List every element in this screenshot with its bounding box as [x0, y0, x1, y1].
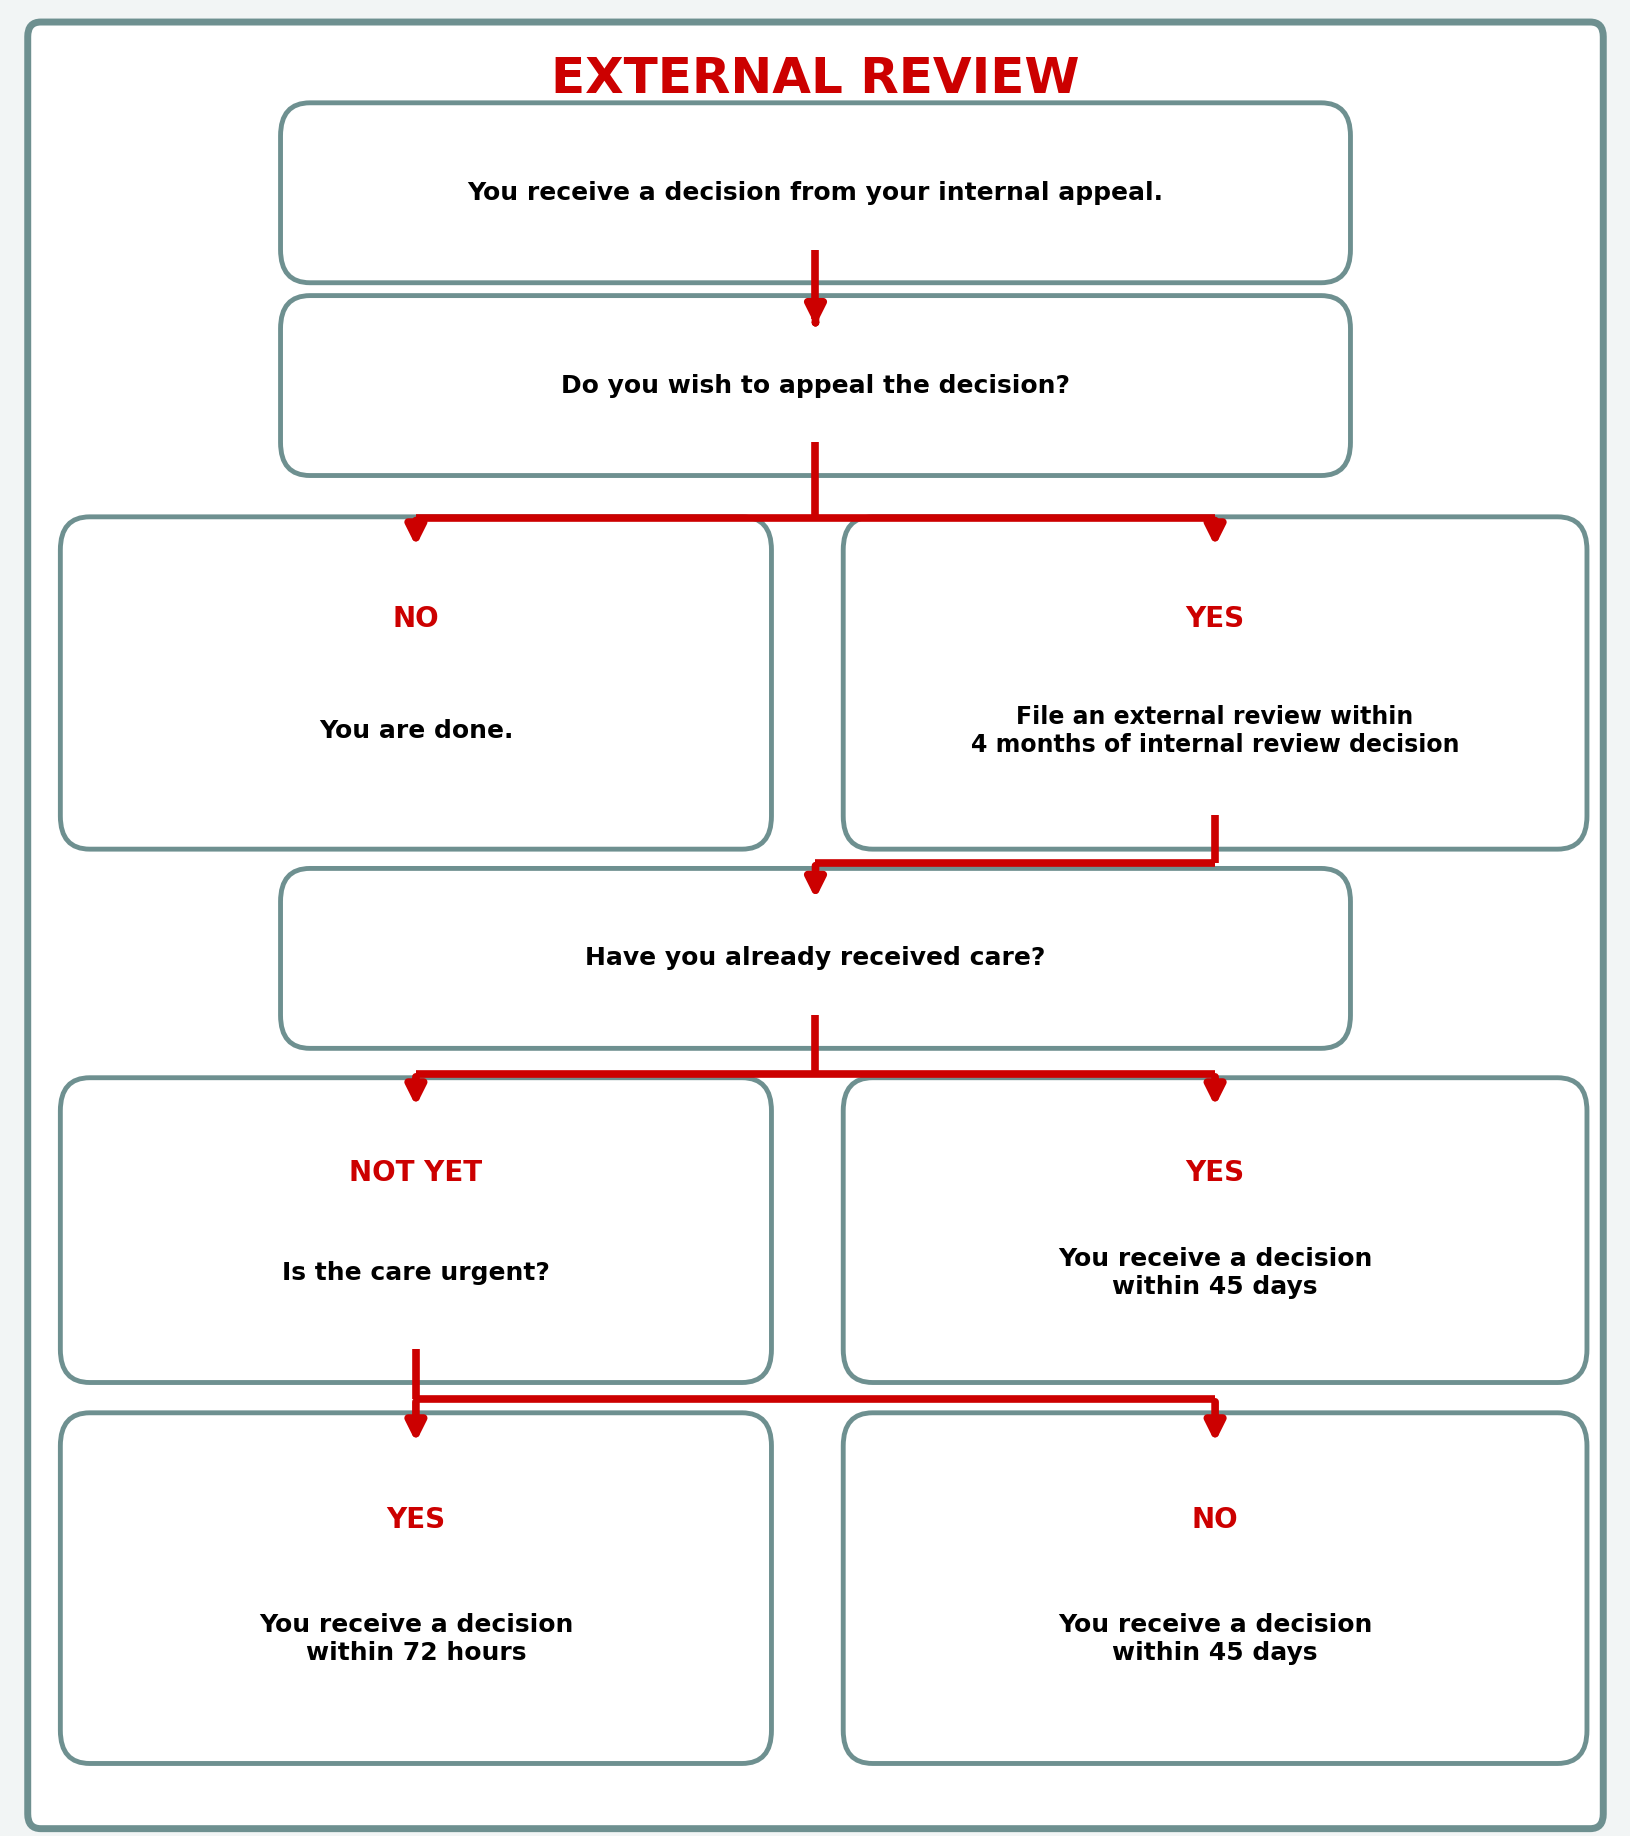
Text: File an external review within
4 months of internal review decision: File an external review within 4 months … — [970, 705, 1459, 756]
FancyBboxPatch shape — [843, 1078, 1586, 1383]
Text: Have you already received care?: Have you already received care? — [585, 946, 1045, 971]
Text: NO: NO — [393, 606, 438, 633]
Text: You receive a decision
within 45 days: You receive a decision within 45 days — [1058, 1247, 1371, 1300]
FancyBboxPatch shape — [280, 868, 1350, 1048]
FancyBboxPatch shape — [60, 1078, 771, 1383]
Text: YES: YES — [1185, 606, 1244, 633]
FancyBboxPatch shape — [843, 518, 1586, 848]
Text: Do you wish to appeal the decision?: Do you wish to appeal the decision? — [561, 373, 1069, 398]
FancyBboxPatch shape — [280, 103, 1350, 283]
Text: Is the care urgent?: Is the care urgent? — [282, 1261, 549, 1285]
Text: NO: NO — [1192, 1506, 1237, 1533]
Text: You receive a decision
within 45 days: You receive a decision within 45 days — [1058, 1614, 1371, 1665]
FancyBboxPatch shape — [843, 1414, 1586, 1763]
Text: NOT YET: NOT YET — [349, 1159, 482, 1186]
Text: You receive a decision from your internal appeal.: You receive a decision from your interna… — [468, 180, 1162, 206]
FancyBboxPatch shape — [60, 518, 771, 848]
Text: YES: YES — [386, 1506, 445, 1533]
FancyBboxPatch shape — [28, 22, 1602, 1829]
Text: You receive a decision
within 72 hours: You receive a decision within 72 hours — [259, 1614, 572, 1665]
Text: YES: YES — [1185, 1159, 1244, 1186]
FancyBboxPatch shape — [60, 1414, 771, 1763]
Text: You are done.: You are done. — [318, 720, 513, 744]
Text: EXTERNAL REVIEW: EXTERNAL REVIEW — [551, 55, 1079, 103]
FancyBboxPatch shape — [280, 296, 1350, 476]
